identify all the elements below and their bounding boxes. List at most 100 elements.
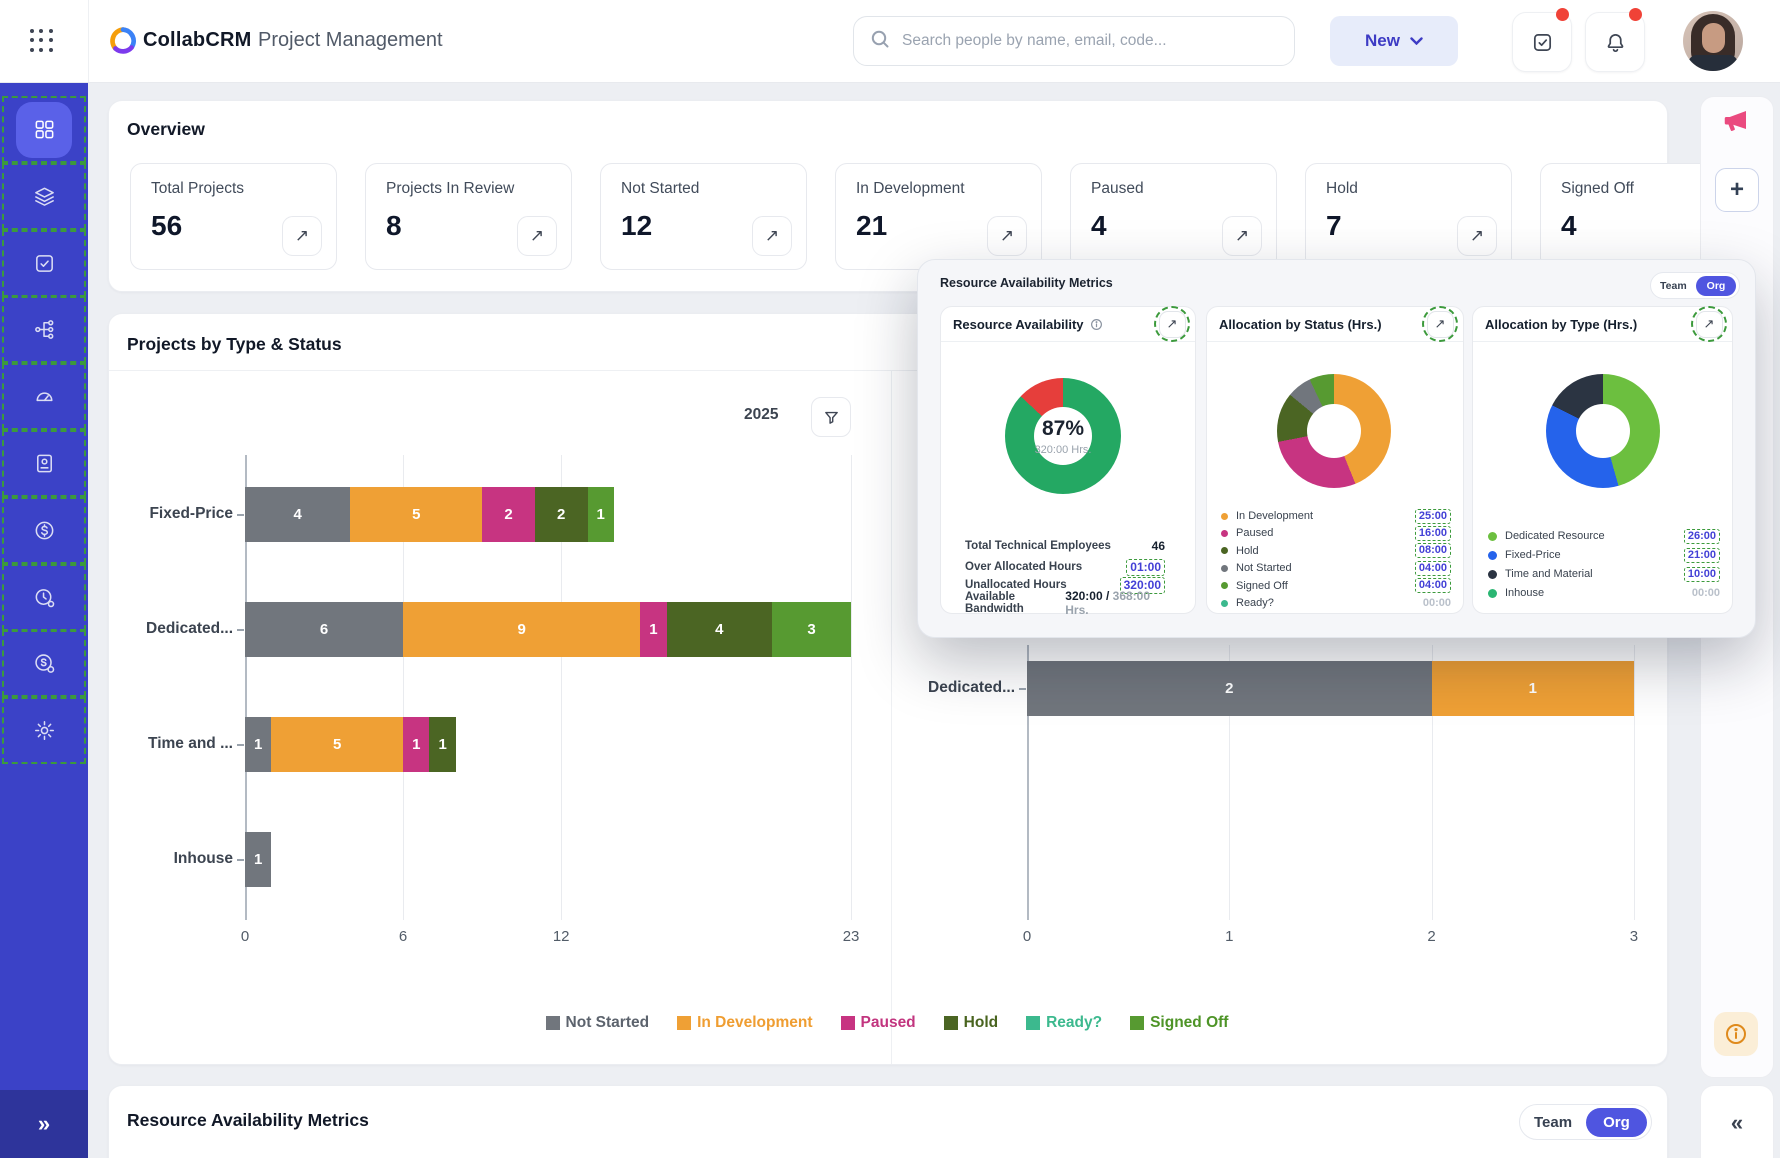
global-search[interactable]	[853, 16, 1295, 66]
donut-legend-row: Hold 08:00	[1221, 543, 1451, 559]
chevrons-right-icon: »	[37, 1111, 51, 1136]
expand-button[interactable]: ↗	[1158, 310, 1186, 338]
card-expand-button[interactable]: ↗	[1457, 216, 1497, 256]
sidebar-item-invoices[interactable]	[2, 430, 86, 497]
top-header: CollabCRM Project Management New	[0, 0, 1780, 83]
sidebar-item-finance[interactable]	[2, 496, 86, 564]
type-status-title: Projects by Type & Status	[127, 334, 342, 354]
bar-segment[interactable]: 1	[587, 487, 614, 542]
sidebar-item-workflow[interactable]	[2, 296, 86, 364]
bar-segment[interactable]: 2	[1027, 661, 1432, 716]
bar-segment[interactable]: 3	[772, 602, 852, 657]
availability-donut-center: 87% 320:00 Hrs.	[1005, 378, 1121, 494]
axis-tick-label: 6	[398, 928, 408, 945]
expand-button[interactable]: ↗	[1695, 310, 1723, 338]
bar-segment[interactable]: 2	[534, 487, 588, 542]
stat-row: Total Technical Employees 46	[965, 537, 1165, 555]
bar-segment[interactable]: 9	[403, 602, 641, 657]
legend-row-label: Inhouse	[1505, 587, 1545, 599]
legend-item[interactable]: Hold	[943, 1014, 999, 1032]
bar-segment[interactable]: 1	[1431, 661, 1634, 716]
sidebar-item-settings[interactable]	[2, 697, 86, 765]
search-input[interactable]	[900, 31, 1278, 51]
tasks-button[interactable]	[1512, 12, 1572, 72]
settings-icon	[33, 719, 56, 742]
notifications-button[interactable]	[1585, 12, 1645, 72]
sidebar-item-meter[interactable]	[2, 363, 86, 431]
legend-item[interactable]: Ready?	[1026, 1014, 1102, 1032]
legend-dot	[1488, 550, 1497, 560]
announcement-icon[interactable]	[1721, 106, 1751, 141]
card-expand-button[interactable]: ↗	[282, 216, 322, 256]
chart-gridline	[1229, 645, 1231, 920]
axis-tick-label: 23	[842, 928, 860, 945]
legend-item[interactable]: Not Started	[545, 1014, 649, 1032]
donut-legend-row: Inhouse 00:00	[1488, 585, 1720, 601]
card-value: 4	[1561, 210, 1577, 241]
card-expand-button[interactable]: ↗	[752, 216, 792, 256]
bar-segment[interactable]: 6	[245, 602, 404, 657]
bar-segment[interactable]: 2	[482, 487, 535, 542]
axis-tick-label: 0	[240, 928, 250, 945]
stat-value: 320:00	[1119, 576, 1165, 594]
card-expand-button[interactable]: ↗	[517, 216, 557, 256]
app-launcher-icon[interactable]	[30, 29, 54, 53]
donut-hole	[1307, 404, 1361, 458]
bar-segment[interactable]: 5	[271, 717, 404, 772]
bar-segment[interactable]: 5	[350, 487, 483, 542]
legend-dot	[1221, 582, 1228, 590]
org-toggle-option[interactable]: Org	[1695, 275, 1737, 296]
legend-item[interactable]: In Development	[677, 1014, 813, 1032]
sidebar-item-payroll[interactable]	[2, 630, 86, 698]
category-tick	[237, 858, 244, 861]
legend-item[interactable]: Paused	[840, 1014, 916, 1032]
legend-item[interactable]: Signed Off	[1130, 1014, 1228, 1032]
bar-segment[interactable]: 1	[245, 832, 272, 887]
donut-legend-row: Ready? 00:00	[1221, 595, 1451, 611]
card-expand-button[interactable]: ↗	[1222, 216, 1262, 256]
overview-card: Total Projects 56 ↗	[130, 163, 337, 270]
new-button[interactable]: New	[1330, 16, 1458, 66]
bar-segment[interactable]: 1	[640, 602, 667, 657]
team-toggle-option[interactable]: Team	[1534, 1113, 1573, 1131]
category-label: Time and ...	[148, 734, 233, 752]
stat-label: Total Technical Employees	[965, 540, 1111, 552]
card-label: Not Started	[621, 180, 700, 197]
category-label: Inhouse	[173, 849, 233, 867]
team-toggle-option[interactable]: Team	[1660, 279, 1687, 292]
legend-label: Hold	[963, 1014, 999, 1031]
card-expand-button[interactable]: ↗	[987, 216, 1027, 256]
bar-segment[interactable]: 1	[429, 717, 456, 772]
user-avatar[interactable]	[1683, 11, 1743, 71]
right-collapse-button[interactable]: «	[1700, 1085, 1774, 1158]
sidebar-item-dashboard[interactable]	[2, 96, 86, 163]
brand-name: CollabCRM	[143, 29, 252, 51]
year-label: 2025	[744, 406, 779, 423]
axis-tick-label: 1	[1225, 928, 1234, 945]
bar-segment[interactable]: 4	[666, 602, 772, 657]
overview-card: Hold 7 ↗	[1305, 163, 1512, 270]
sidebar-item-tasks[interactable]	[2, 229, 86, 297]
page-title: Project Management	[258, 29, 443, 51]
card-title: Allocation by Type (Hrs.)	[1485, 316, 1638, 332]
legend-swatch	[943, 1016, 958, 1030]
legend-row-label: Dedicated Resource	[1505, 530, 1605, 542]
chevron-down-icon	[1410, 37, 1423, 45]
check-square-icon	[1533, 33, 1551, 51]
bar-segment[interactable]: 4	[245, 487, 351, 542]
info-button[interactable]	[1714, 1012, 1758, 1056]
stat-row: Over Allocated Hours 01:00	[965, 558, 1165, 576]
sidebar-item-layers[interactable]	[2, 162, 86, 230]
org-toggle-option[interactable]: Org	[1586, 1107, 1647, 1137]
sidebar-item-timesheet[interactable]	[2, 563, 86, 631]
filter-button[interactable]	[811, 397, 851, 437]
card-value: 7	[1326, 210, 1342, 241]
bell-icon	[1607, 33, 1623, 52]
sidebar-expand-button[interactable]: »	[0, 1090, 88, 1158]
bar-segment[interactable]: 1	[245, 717, 272, 772]
add-widget-button[interactable]: +	[1715, 168, 1759, 212]
legend-row-label: Paused	[1236, 527, 1274, 540]
stat-value: 46	[1151, 539, 1165, 553]
bar-segment[interactable]: 1	[403, 717, 430, 772]
expand-button[interactable]: ↗	[1426, 310, 1454, 338]
